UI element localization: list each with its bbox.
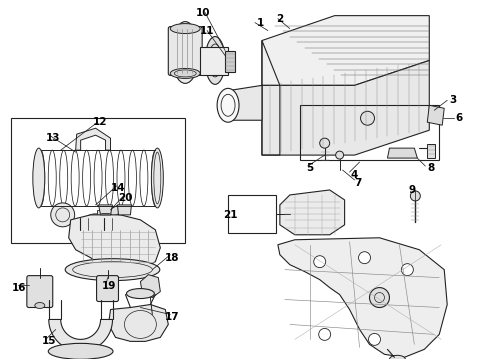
Circle shape xyxy=(361,111,374,125)
Text: 9: 9 xyxy=(409,185,416,195)
Ellipse shape xyxy=(33,148,45,208)
FancyBboxPatch shape xyxy=(27,276,53,307)
Ellipse shape xyxy=(205,37,225,84)
Polygon shape xyxy=(388,148,417,158)
Text: 11: 11 xyxy=(200,26,215,36)
Polygon shape xyxy=(262,60,429,155)
Polygon shape xyxy=(278,238,447,357)
Polygon shape xyxy=(97,210,100,216)
Ellipse shape xyxy=(171,68,200,78)
Circle shape xyxy=(401,264,414,276)
FancyBboxPatch shape xyxy=(168,27,202,75)
Bar xyxy=(225,50,235,72)
Ellipse shape xyxy=(172,22,199,84)
Polygon shape xyxy=(69,215,160,270)
Text: 7: 7 xyxy=(354,178,361,188)
Text: 19: 19 xyxy=(101,280,116,291)
Text: 17: 17 xyxy=(165,312,180,323)
Polygon shape xyxy=(108,305,168,341)
Circle shape xyxy=(410,191,420,201)
Text: 15: 15 xyxy=(42,336,56,346)
Circle shape xyxy=(147,312,157,323)
Text: 16: 16 xyxy=(12,283,26,293)
Text: 10: 10 xyxy=(196,8,210,18)
Circle shape xyxy=(369,288,390,307)
Circle shape xyxy=(314,256,326,268)
Ellipse shape xyxy=(126,289,154,298)
FancyBboxPatch shape xyxy=(97,276,119,302)
Ellipse shape xyxy=(217,88,239,122)
Bar xyxy=(11,118,185,243)
Text: 3: 3 xyxy=(449,95,457,105)
Text: 21: 21 xyxy=(223,210,237,220)
Polygon shape xyxy=(118,205,131,215)
Polygon shape xyxy=(98,205,113,215)
Circle shape xyxy=(51,203,74,227)
Polygon shape xyxy=(280,190,344,235)
Circle shape xyxy=(368,333,380,345)
Text: 1: 1 xyxy=(256,18,264,28)
Circle shape xyxy=(336,151,343,159)
Ellipse shape xyxy=(35,302,45,309)
Polygon shape xyxy=(427,144,435,158)
Ellipse shape xyxy=(151,148,163,208)
Polygon shape xyxy=(427,105,444,125)
Text: 5: 5 xyxy=(306,163,314,173)
Polygon shape xyxy=(262,15,429,85)
Text: 18: 18 xyxy=(165,253,179,263)
Text: 14: 14 xyxy=(111,183,126,193)
Ellipse shape xyxy=(48,343,113,359)
Polygon shape xyxy=(200,46,228,75)
Bar xyxy=(300,105,439,160)
Polygon shape xyxy=(80,214,112,230)
Circle shape xyxy=(318,328,331,340)
Text: 20: 20 xyxy=(118,193,133,203)
Text: 13: 13 xyxy=(46,133,60,143)
Polygon shape xyxy=(49,319,113,351)
Ellipse shape xyxy=(171,24,200,33)
Text: 8: 8 xyxy=(428,163,435,173)
Text: 6: 6 xyxy=(456,113,463,123)
Polygon shape xyxy=(108,205,122,217)
Text: 2: 2 xyxy=(276,14,284,24)
Polygon shape xyxy=(228,85,262,120)
Text: 12: 12 xyxy=(93,117,108,127)
Ellipse shape xyxy=(65,259,160,280)
Text: 4: 4 xyxy=(351,170,358,180)
Circle shape xyxy=(359,252,370,264)
Polygon shape xyxy=(141,275,160,298)
Circle shape xyxy=(319,138,330,148)
Ellipse shape xyxy=(390,355,405,360)
Bar xyxy=(228,195,276,233)
Polygon shape xyxy=(75,128,111,150)
